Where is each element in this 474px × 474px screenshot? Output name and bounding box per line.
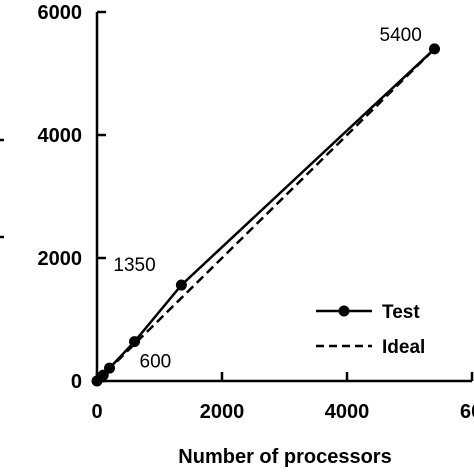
- legend-ideal-label: Ideal: [382, 337, 425, 358]
- legend-test-label: Test: [382, 302, 420, 323]
- data-label: 5400: [380, 25, 422, 46]
- x-axis-title: Number of processors: [178, 446, 391, 468]
- data-label: 1350: [113, 255, 155, 276]
- chart-series: [91, 43, 440, 387]
- y-tick-label: 6000: [38, 2, 83, 24]
- data-point-test: [175, 279, 187, 291]
- x-tick-label: 4000: [325, 401, 370, 423]
- y-tick-label: 2000: [38, 248, 83, 270]
- data-labels: 5400 1350 600: [113, 25, 421, 373]
- axis-ticks: 0 2000 4000 6000 0 2000 4000 6000: [38, 2, 474, 423]
- x-tick-label: 6000: [460, 401, 474, 423]
- data-label: 600: [140, 352, 172, 373]
- x-tick-label: 0: [91, 401, 102, 423]
- y-tick-label: 4000: [38, 125, 83, 147]
- legend-test-marker: [338, 305, 350, 317]
- legend: Test Ideal: [316, 302, 425, 358]
- x-tick-label: 2000: [200, 401, 245, 423]
- y-tick-label: 0: [71, 371, 82, 393]
- series-line-ideal: [96, 48, 436, 382]
- data-point-test: [129, 336, 140, 348]
